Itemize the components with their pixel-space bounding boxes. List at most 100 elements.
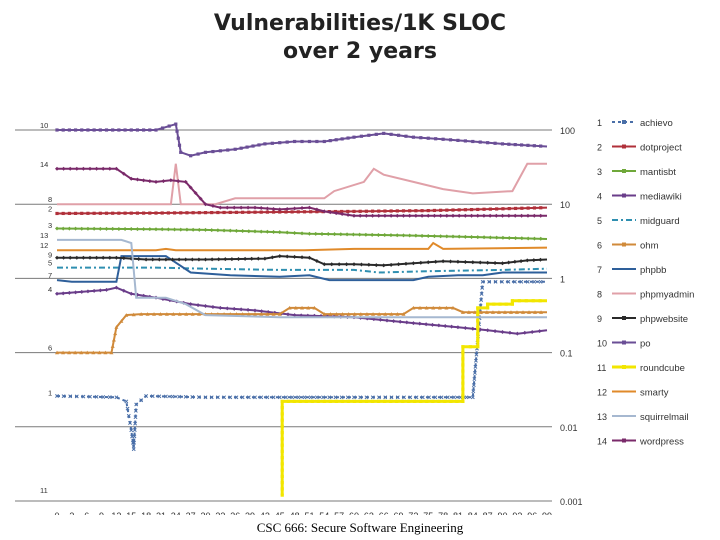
series-marker	[280, 443, 284, 447]
x-tick-label: 63	[364, 511, 374, 515]
series-marker	[292, 399, 296, 403]
series-marker	[98, 128, 102, 132]
series-line-squirrelmail	[57, 238, 547, 319]
series-marker	[401, 209, 406, 213]
series-marker	[139, 312, 144, 316]
series-marker	[457, 213, 462, 218]
series-lines	[55, 122, 548, 497]
series-marker	[61, 128, 65, 132]
x-tick-label: 21	[156, 511, 166, 515]
series-marker	[142, 211, 146, 215]
series-marker	[352, 135, 356, 139]
series-marker	[147, 227, 152, 232]
series-marker	[73, 226, 78, 231]
y-tick-label: 0.001	[560, 497, 583, 507]
series-marker	[334, 211, 339, 216]
series-marker	[263, 142, 267, 146]
series-line-phpbb	[56, 255, 547, 283]
series-marker	[359, 262, 364, 267]
series-marker	[163, 394, 168, 399]
series-marker	[539, 310, 544, 314]
series-marker	[407, 399, 411, 403]
series-marker	[209, 395, 214, 400]
series-marker	[500, 279, 504, 284]
x-tick-label: 27	[186, 511, 196, 515]
series-marker	[322, 139, 326, 144]
series-marker	[401, 213, 406, 218]
series-marker	[280, 431, 284, 435]
series-marker	[401, 312, 406, 316]
series-marker	[346, 399, 351, 403]
series-marker	[271, 206, 276, 211]
series-marker	[246, 229, 251, 234]
legend-number: 2	[597, 143, 602, 153]
series-marker	[253, 205, 257, 210]
series-marker	[494, 235, 499, 240]
legend-label: mediawiki	[640, 192, 682, 203]
series-marker	[358, 395, 363, 400]
x-tick-label: 81	[453, 511, 463, 515]
series-marker	[234, 312, 239, 316]
series-marker	[395, 233, 400, 238]
series-roundcube	[280, 299, 547, 497]
series-marker	[519, 259, 524, 264]
series-marker	[239, 307, 244, 312]
series-marker	[284, 210, 288, 214]
series-marker	[411, 135, 415, 139]
series-marker	[425, 399, 429, 403]
series-marker	[371, 312, 376, 316]
series-marker	[203, 202, 208, 207]
series-marker	[520, 206, 524, 210]
series-marker	[277, 230, 282, 235]
series-marker	[265, 210, 269, 214]
series-marker	[328, 210, 333, 215]
series-marker	[190, 395, 195, 399]
series-marker	[476, 338, 480, 342]
series-marker	[395, 395, 400, 400]
series-marker	[471, 139, 475, 144]
series-marker	[290, 395, 295, 400]
series-marker	[433, 395, 438, 400]
series-marker	[480, 285, 485, 290]
legend-label: midguard	[640, 216, 680, 227]
series-marker	[338, 232, 343, 237]
series-marker	[94, 166, 99, 171]
series-marker	[449, 399, 453, 403]
series-marker	[133, 415, 138, 420]
series-marker	[91, 350, 96, 355]
series-marker	[507, 235, 512, 240]
series-marker	[525, 258, 530, 263]
series-marker	[493, 279, 498, 284]
legend-number: 4	[597, 192, 602, 202]
series-phpbb	[56, 255, 547, 283]
series-marker	[307, 231, 312, 236]
series-marker	[158, 312, 163, 316]
series-marker	[475, 213, 480, 218]
series-marker	[210, 304, 215, 309]
series-marker	[68, 166, 73, 171]
series-marker	[129, 128, 133, 132]
series-marker	[408, 209, 412, 213]
legend-marker	[622, 169, 626, 173]
series-marker	[364, 395, 369, 400]
series-marker	[233, 147, 237, 151]
series-marker	[538, 257, 543, 262]
series-marker	[253, 395, 257, 400]
series-marker	[210, 257, 215, 262]
series-marker	[346, 209, 350, 214]
series-marker	[232, 205, 237, 210]
series-marker	[280, 437, 284, 441]
series-marker	[265, 312, 270, 316]
series-marker	[515, 331, 520, 336]
series-marker	[74, 166, 79, 171]
series-marker	[135, 128, 140, 132]
series-marker	[480, 279, 485, 284]
series-marker	[327, 395, 332, 400]
legend-item-mediawiki: 4 mediawiki	[597, 192, 682, 203]
series-marker	[283, 395, 288, 400]
series-marker	[538, 213, 543, 218]
series-marker	[228, 210, 232, 215]
legend-label: mantisbt	[640, 167, 676, 178]
series-marker	[377, 312, 382, 316]
